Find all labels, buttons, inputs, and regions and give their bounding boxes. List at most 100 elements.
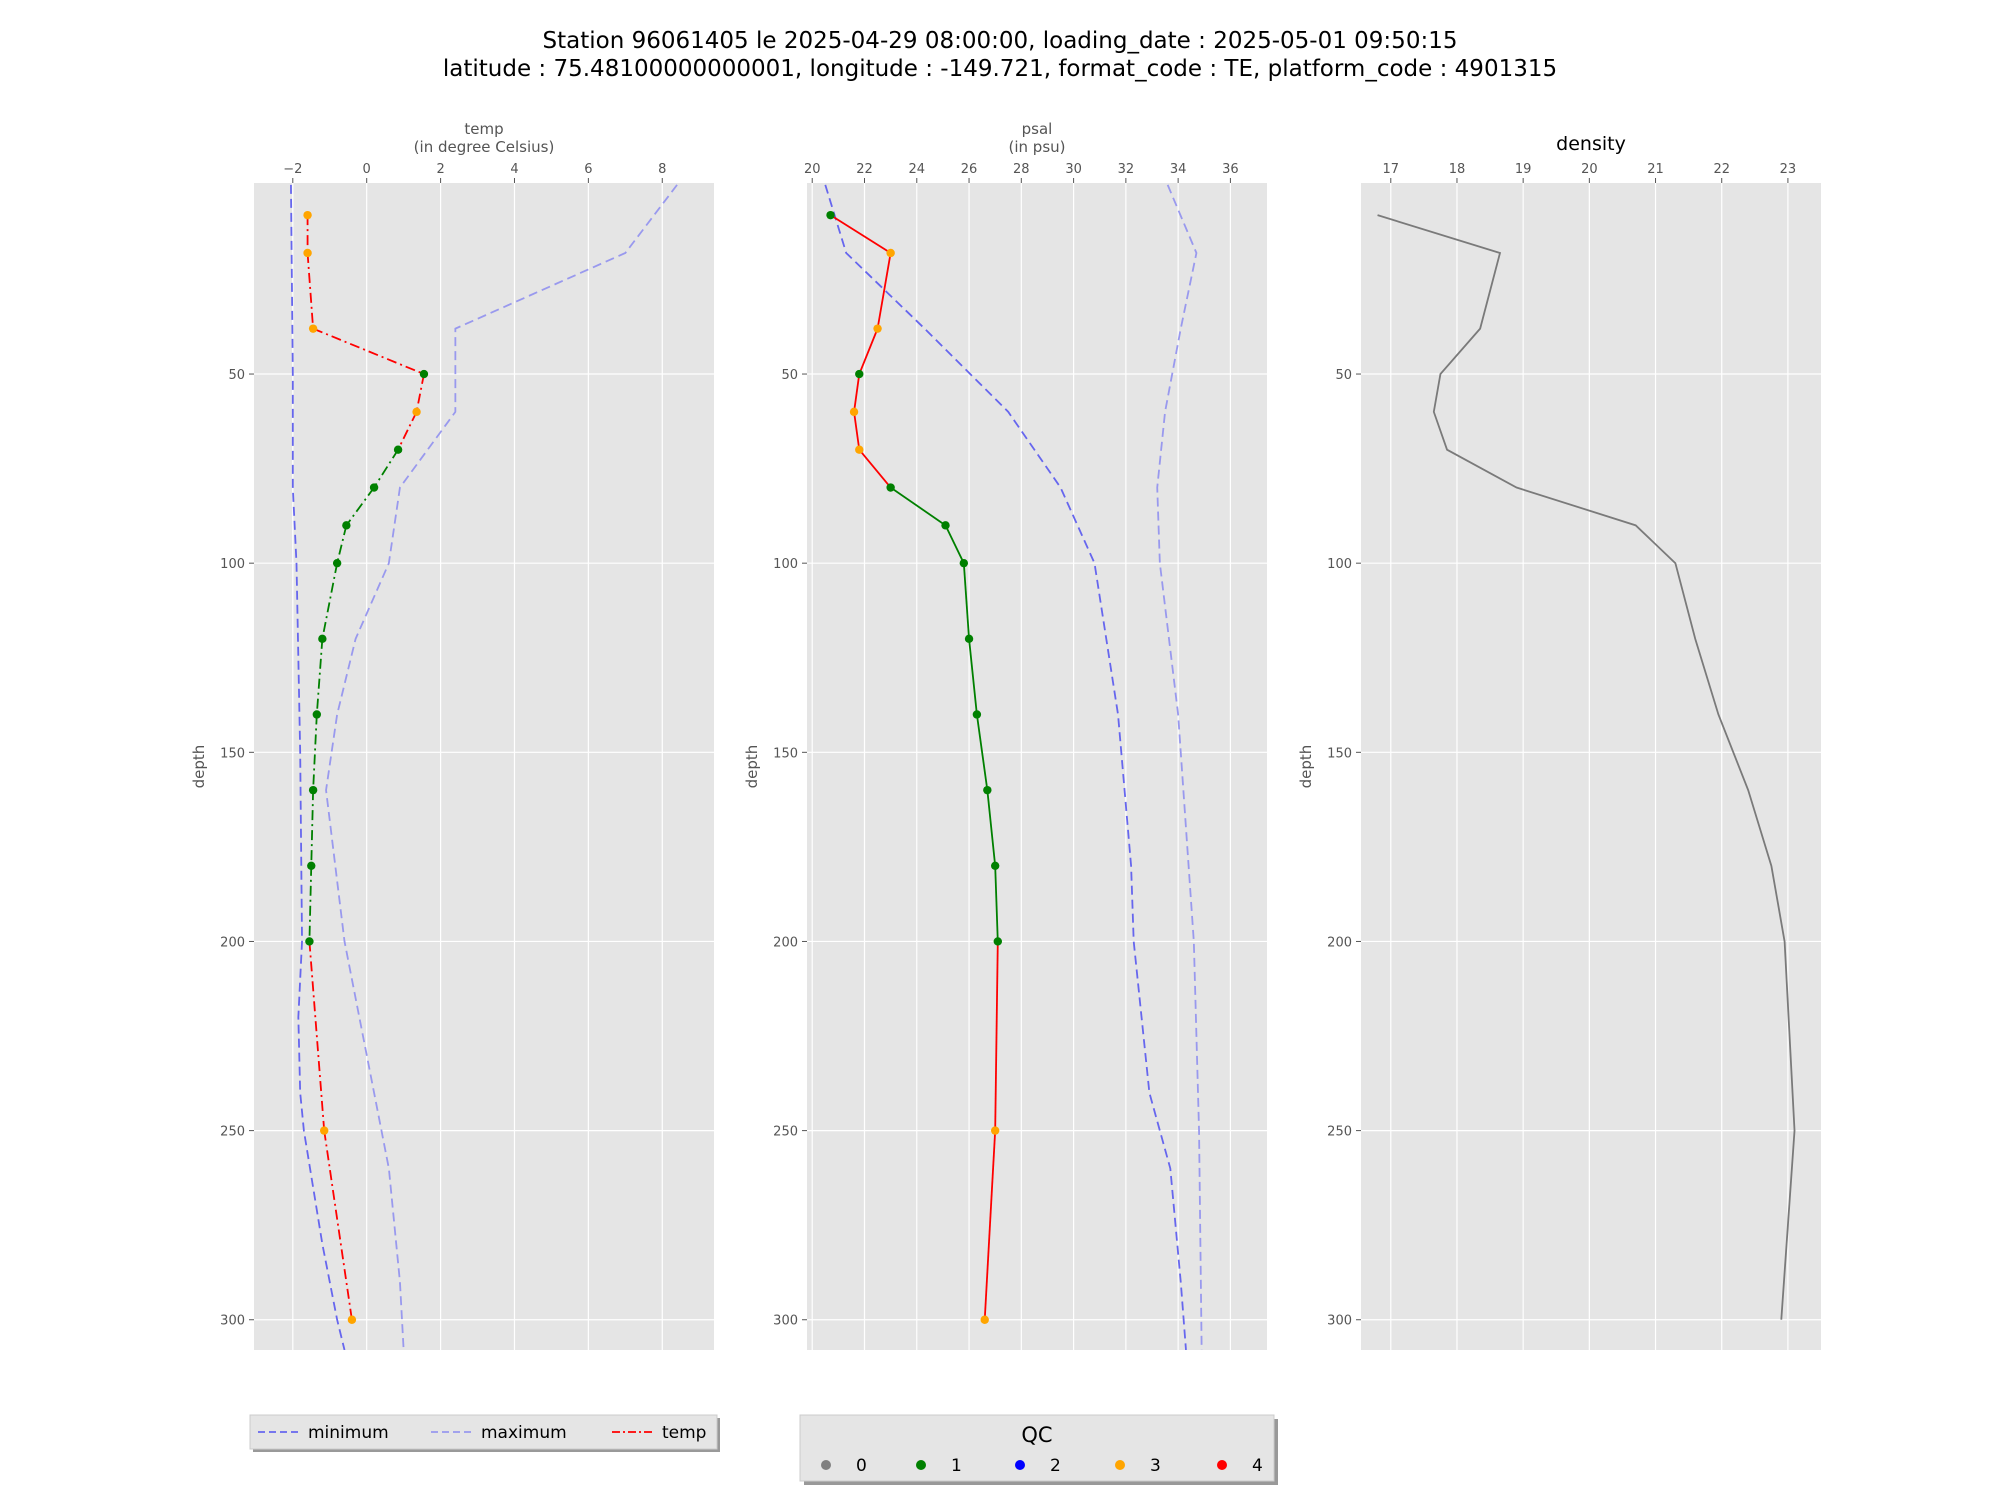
panel-3-background [1361, 183, 1821, 1350]
panel-2-plot-area [824, 184, 1203, 1350]
panel-1-series-temp-point-12 [307, 861, 316, 870]
panel-1-series-temp-point-7 [342, 521, 351, 530]
panel-2-series-psal-segment-8 [962, 563, 970, 639]
panel-1-series-maximum-line [325, 184, 678, 1350]
panel-2-series-psal-point-9 [964, 634, 974, 644]
panel-2-xtick-label-5: 30 [1065, 162, 1082, 177]
panel-1-xlabel-line1: temp [464, 120, 503, 138]
panel-2-series-psal-segment-10 [975, 714, 989, 791]
panel-2-series-psal-point-13 [993, 937, 1002, 946]
panel-2-series-psal-segment-3 [853, 373, 861, 412]
panel-1-series-minimum-line [290, 184, 346, 1350]
panel-2-series-psal-point-1 [886, 248, 895, 258]
panel-2-series-maximum-line [1156, 184, 1203, 1350]
panel-1-series-temp-point-6 [369, 483, 379, 492]
panel-2-series-psal-point-3 [855, 369, 864, 379]
panel-2-series-psal-segment-5 [858, 449, 892, 489]
legend-qc-marker-4 [1217, 1460, 1227, 1470]
panel-2-series-psal-point-15 [980, 1315, 989, 1324]
legend-qc-marker-0 [821, 1460, 831, 1470]
panel-1-series-temp-point-14 [320, 1126, 329, 1135]
panel-1-ytick-label-4: 250 [220, 1125, 245, 1140]
panel-3-xtick-label-6: 23 [1780, 162, 1797, 177]
panel-2-series-minimum-line [824, 184, 1187, 1350]
panel-2-xtick-label-2: 24 [908, 162, 925, 177]
panel-2-series-psal-segment-1 [876, 252, 892, 329]
panel-3-xtick-label-2: 19 [1515, 162, 1532, 177]
panel-2-ytick-label-1: 100 [773, 557, 798, 572]
panel-1-series-temp-segment-10 [312, 714, 318, 791]
panel-2-background [807, 183, 1267, 1350]
panel-1-series-temp-segment-6 [345, 486, 375, 526]
panel-1-plot-area [290, 184, 678, 1350]
panel-1-xtick-label-5: 8 [658, 162, 666, 177]
legend-qc-title: QC [1021, 1423, 1052, 1447]
panel-1-series-temp-segment-1 [306, 252, 315, 329]
panel-2-series-psal [826, 210, 1002, 1324]
panel-1-background [254, 183, 714, 1350]
panel-2-ytick-label-3: 200 [773, 935, 798, 950]
panel-3-xlabel: density [1556, 133, 1626, 155]
legend-qc-label-2: 2 [1050, 1456, 1061, 1476]
panel-2-xtick-label-4: 28 [1013, 162, 1030, 177]
panel-1-series-temp-segment-11 [310, 790, 315, 866]
panel-2-xtick-label-1: 22 [856, 162, 873, 177]
legend-line-label-temp: temp [662, 1423, 706, 1443]
legend-qc: QC 0 1 2 3 4 [799, 1414, 1278, 1485]
panel-1-series-temp-point-9 [318, 634, 327, 644]
panel-1-series-temp-point-0 [303, 210, 312, 220]
panel-2-series-psal-segment-14 [983, 1130, 997, 1320]
panel-1-xlabel-line2: (in degree Celsius) [414, 138, 555, 156]
panel-1-xtick-label-0: −2 [283, 162, 302, 177]
legend-line-label-maximum: maximum [481, 1423, 567, 1443]
panel-3-ytick-label-4: 250 [1327, 1125, 1352, 1140]
panel-3-xtick-label-0: 17 [1383, 162, 1400, 177]
panel-1-ytick-label-1: 100 [220, 557, 245, 572]
panel-1-series-temp-segment-7 [336, 525, 348, 564]
panel-1-series-temp-point-4 [412, 407, 421, 417]
panel-2-series-psal-point-2 [873, 324, 882, 333]
legend-qc-box [799, 1414, 1275, 1482]
legend-qc-marker-1 [916, 1460, 926, 1470]
panel-1-ytick-label-2: 150 [220, 746, 245, 761]
legend-lines: minimum maximum temp [249, 1414, 720, 1452]
legend-qc-items: 0 1 2 3 4 [821, 1456, 1263, 1476]
panel-1-series-temp-point-3 [419, 369, 429, 379]
legend-qc-label-1: 1 [951, 1456, 962, 1476]
panel-2-series-psal-segment-13 [994, 941, 999, 1131]
panel-3-ylabel: depth [1297, 745, 1315, 789]
panel-2-xtick-label-6: 32 [1118, 162, 1135, 177]
panel-2-series-psal-point-6 [886, 483, 895, 492]
panel-2-ylabel: depth [743, 745, 761, 789]
panel-2-series-psal-point-7 [941, 521, 950, 530]
panel-2-xtick-label-8: 36 [1222, 162, 1239, 177]
panel-3-ytick-label-0: 50 [1335, 368, 1352, 383]
panel-3-xtick-label-4: 21 [1647, 162, 1664, 177]
panel-2-series-psal-segment-9 [968, 638, 978, 715]
legend-lines-items: minimum maximum temp [258, 1423, 706, 1443]
panel-2: 20 22 24 26 28 30 32 34 36 50 100 150 200 250 300 psal(… [743, 120, 1267, 1350]
panel-2-series-psal-segment-4 [853, 411, 861, 450]
panel-2-series-psal-segment-0 [830, 214, 892, 254]
panel-1-series-temp-point-8 [332, 558, 342, 568]
panel-2-series-psal-segment-6 [890, 486, 947, 527]
panel-2-series-psal-point-11 [983, 785, 992, 795]
panel-1-series-temp-point-5 [393, 445, 403, 454]
panel-1-series-maximum [325, 184, 678, 1350]
panel-2-xtick-label-3: 26 [961, 162, 978, 177]
panel-1-series-temp-point-11 [308, 785, 318, 795]
panel-3-xtick-label-5: 22 [1713, 162, 1730, 177]
panel-1-series-temp-point-2 [308, 324, 318, 333]
panel-2-series-psal-segment-7 [944, 524, 965, 564]
panel-3-series-density [1377, 214, 1796, 1320]
panel-2-xtick-label-7: 34 [1170, 162, 1187, 177]
panel-1-ytick-label-0: 50 [228, 368, 245, 383]
panel-1-ytick-label-3: 200 [220, 935, 245, 950]
panel-1-xtick-label-2: 2 [436, 162, 444, 177]
panel-1-xtick-label-1: 0 [363, 162, 371, 177]
panel-2-ytick-label-4: 250 [773, 1125, 798, 1140]
legend-qc-label-3: 3 [1150, 1456, 1161, 1476]
panel-3-xtick-label-1: 18 [1449, 162, 1466, 177]
panel-1-xtick-label-3: 4 [510, 162, 518, 177]
